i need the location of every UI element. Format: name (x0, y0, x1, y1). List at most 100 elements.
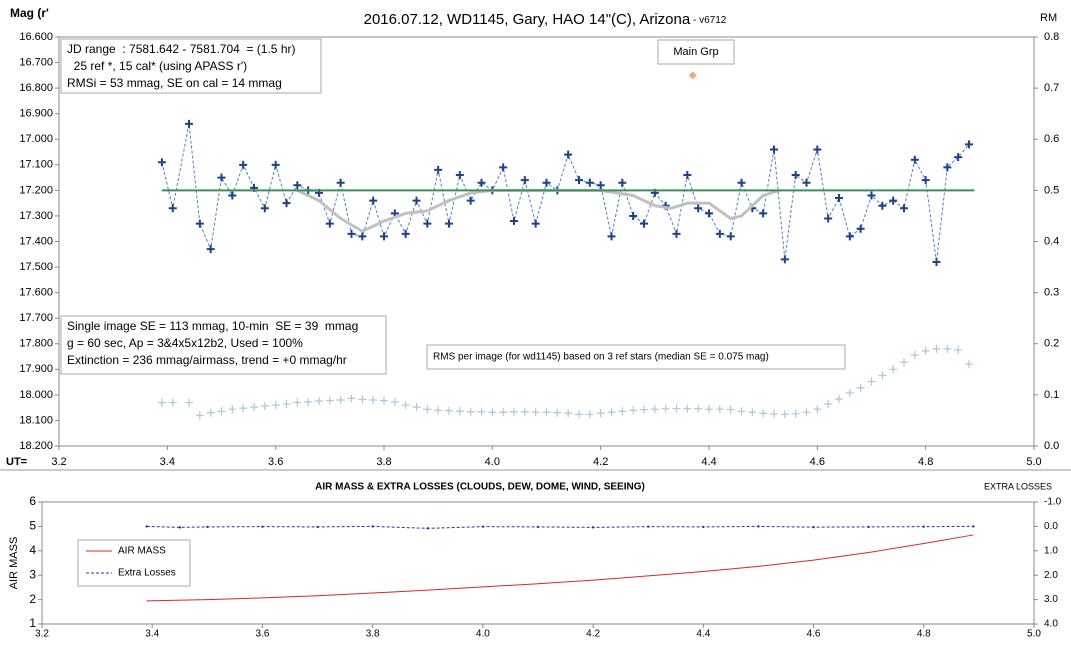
data-point (217, 407, 226, 416)
data-point (358, 395, 367, 404)
data-point (316, 525, 319, 529)
data-point (542, 408, 551, 417)
data-point (520, 407, 529, 416)
data-point (672, 229, 681, 238)
data-point (371, 525, 374, 528)
data-point (293, 398, 302, 407)
data-point (889, 196, 898, 205)
data-point (390, 398, 399, 407)
data-point (802, 408, 811, 417)
data-point (228, 405, 237, 414)
y-tick-label: 16.900 (19, 108, 53, 120)
data-point (943, 344, 952, 353)
data-point (889, 365, 898, 374)
data-point (481, 525, 485, 528)
y-tick-label: 5 (29, 519, 36, 533)
y-tick-label: 17.300 (19, 210, 53, 222)
y-tick-label: 18.100 (19, 414, 53, 426)
y-tick-label: 16.600 (19, 31, 53, 43)
data-point (261, 525, 264, 528)
y2-tick-label: 0.4 (1044, 235, 1059, 247)
data-point (423, 405, 432, 414)
y-tick-label: 17.500 (19, 261, 53, 273)
data-point (856, 383, 865, 392)
series-line (146, 534, 974, 602)
y-tick-label: 17.200 (19, 184, 53, 196)
x-tick-label: 4.2 (593, 456, 608, 468)
data-point (835, 394, 843, 403)
data-point (900, 358, 908, 367)
data-point (965, 140, 973, 149)
data-point (688, 71, 697, 80)
data-point (206, 245, 215, 254)
data-point (217, 173, 226, 182)
data-point (737, 178, 746, 187)
data-point (650, 405, 659, 414)
data-point (954, 345, 963, 354)
data-point (932, 257, 941, 266)
data-point (206, 408, 215, 417)
data-point (347, 394, 356, 403)
y-tick-label: 17.000 (19, 133, 53, 145)
data-point (867, 377, 876, 386)
annotation-text: JD range : 7581.642 - 7581.704 = (1.5 hr… (67, 42, 295, 56)
data-point (488, 408, 497, 417)
data-point (499, 163, 508, 172)
data-point (239, 160, 248, 169)
annotation-text: g = 60 sec, Ap = 3&4x5x12b2, Used = 100% (67, 336, 303, 350)
data-point (694, 204, 703, 213)
data-point (647, 525, 650, 528)
data-point (759, 409, 768, 418)
y-tick-label: 4 (29, 543, 36, 557)
x-tick-label: 5.0 (1026, 456, 1041, 468)
data-point (824, 400, 833, 409)
data-point (640, 219, 648, 228)
data-point (455, 171, 464, 180)
data-point (536, 525, 540, 529)
x-tick-label: 4.4 (701, 456, 716, 468)
data-point (178, 526, 181, 529)
data-point (369, 196, 378, 205)
data-point (434, 165, 443, 174)
data-point (661, 404, 670, 413)
data-point (585, 178, 594, 187)
legend-label: Extra Losses (118, 568, 176, 579)
chart-title: 2016.07.12, WD1145, Gary, HAO 14"(C), Ar… (364, 11, 727, 28)
x-tick-label: 3.6 (255, 629, 269, 640)
data-point (531, 408, 540, 417)
data-point (293, 181, 302, 190)
data-point (455, 407, 464, 416)
annotation-box (426, 344, 846, 370)
data-point (564, 150, 573, 159)
data-point (812, 525, 815, 529)
data-point (813, 405, 822, 414)
y2-axis-label: EXTRA LOSSES (984, 481, 1052, 491)
data-point (315, 397, 323, 406)
data-point (401, 401, 410, 410)
x-tick-label: 4.0 (485, 456, 500, 468)
y2-tick-label: 0.2 (1044, 338, 1059, 350)
legend-label: AIR MASS (118, 546, 166, 557)
x-tick-label: 5.0 (1027, 629, 1041, 640)
data-point (683, 171, 692, 180)
y-tick-label: 17.400 (19, 235, 53, 247)
data-point (466, 407, 475, 416)
data-point (401, 229, 410, 238)
data-point (358, 232, 367, 241)
data-point (239, 404, 248, 413)
data-point (910, 350, 919, 359)
data-point (770, 145, 778, 154)
data-point (943, 163, 952, 172)
data-point (607, 232, 616, 241)
data-point (705, 405, 713, 414)
data-point (445, 219, 453, 228)
data-point (845, 232, 854, 241)
y-tick-label: 18.000 (19, 389, 53, 401)
data-point (168, 204, 177, 213)
legend-box (657, 39, 735, 65)
annotation-box (60, 315, 387, 375)
x-tick-label: 3.6 (268, 456, 283, 468)
y2-tick-label: 0.6 (1044, 133, 1059, 145)
data-point (206, 525, 209, 529)
